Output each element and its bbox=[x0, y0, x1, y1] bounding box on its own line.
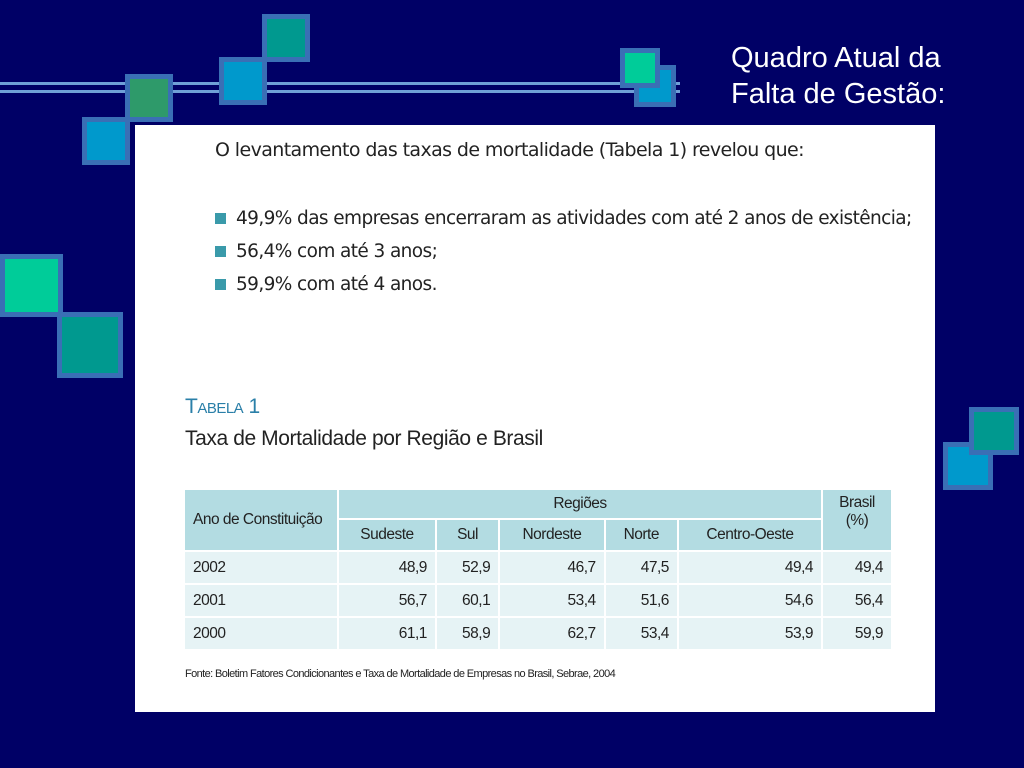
header-region: Sudeste bbox=[337, 518, 437, 552]
table-cell: 53,4 bbox=[603, 616, 679, 651]
slide-title-line2: Falta de Gestão: bbox=[731, 78, 946, 110]
table-cell: 47,5 bbox=[603, 550, 679, 585]
bullet-list: 49,9% das empresas encerraram as ativida… bbox=[215, 202, 912, 301]
decorative-line bbox=[0, 82, 680, 85]
list-item: 56,4% com até 3 anos; bbox=[215, 235, 912, 268]
decorative-square bbox=[219, 57, 267, 105]
table-cell: 56,7 bbox=[337, 583, 437, 618]
table-cell: 54,6 bbox=[676, 583, 824, 618]
cell-brasil: 49,4 bbox=[821, 550, 893, 585]
header-region: Centro-Oeste bbox=[676, 518, 824, 552]
table-cell: 48,9 bbox=[337, 550, 437, 585]
bullet-text: 59,9% com até 4 anos. bbox=[236, 273, 437, 295]
table-subtitle: Taxa de Mortalidade por Região e Brasil bbox=[185, 427, 543, 450]
decorative-line bbox=[0, 90, 680, 93]
square-bullet-icon bbox=[215, 279, 226, 290]
source-note: Fonte: Boletim Fatores Condicionantes e … bbox=[185, 668, 616, 680]
table-row: 2002 48,9 52,9 46,7 47,5 49,4 49,4 bbox=[183, 550, 893, 585]
table-cell: 49,4 bbox=[676, 550, 824, 585]
list-item: 59,9% com até 4 anos. bbox=[215, 268, 912, 301]
table-cell: 58,9 bbox=[434, 616, 501, 651]
table-cell: 61,1 bbox=[337, 616, 437, 651]
decorative-square bbox=[82, 117, 130, 165]
list-item: 49,9% das empresas encerraram as ativida… bbox=[215, 202, 912, 235]
content-panel: O levantamento das taxas de mortalidade … bbox=[135, 125, 935, 712]
header-region: Sul bbox=[434, 518, 501, 552]
square-bullet-icon bbox=[215, 246, 226, 257]
table-cell: 53,9 bbox=[676, 616, 824, 651]
header-region: Nordeste bbox=[498, 518, 606, 552]
intro-text: O levantamento das taxas de mortalidade … bbox=[215, 139, 805, 161]
cell-brasil: 56,4 bbox=[821, 583, 893, 618]
table-cell: 53,4 bbox=[498, 583, 606, 618]
table-cell: 60,1 bbox=[434, 583, 501, 618]
mortality-table: Ano de Constituição Regiões Brasil (%) S… bbox=[183, 488, 893, 651]
table-caption: Tabela 1 bbox=[185, 395, 260, 418]
cell-brasil: 59,9 bbox=[821, 616, 893, 651]
bullet-text: 49,9% das empresas encerraram as ativida… bbox=[236, 207, 912, 229]
decorative-square bbox=[262, 14, 310, 62]
table-cell: 62,7 bbox=[498, 616, 606, 651]
decorative-square bbox=[57, 312, 123, 378]
table-cell: 52,9 bbox=[434, 550, 501, 585]
decorative-square bbox=[0, 254, 63, 317]
table-cell: 46,7 bbox=[498, 550, 606, 585]
table-row: 2001 56,7 60,1 53,4 51,6 54,6 56,4 bbox=[183, 583, 893, 618]
square-bullet-icon bbox=[215, 213, 226, 224]
cell-year: 2001 bbox=[183, 583, 339, 618]
slide-title-line1: Quadro Atual da bbox=[731, 42, 941, 74]
slide-title: Quadro Atual da Falta de Gestão: bbox=[731, 40, 1011, 112]
header-year: Ano de Constituição bbox=[183, 488, 339, 552]
decorative-square bbox=[969, 407, 1019, 455]
table-row: 2000 61,1 58,9 62,7 53,4 53,9 59,9 bbox=[183, 616, 893, 651]
cell-year: 2000 bbox=[183, 616, 339, 651]
table-cell: 51,6 bbox=[603, 583, 679, 618]
decorative-square bbox=[125, 74, 173, 122]
header-region: Norte bbox=[603, 518, 679, 552]
cell-year: 2002 bbox=[183, 550, 339, 585]
decorative-square bbox=[620, 48, 660, 88]
bullet-text: 56,4% com até 3 anos; bbox=[236, 240, 438, 262]
header-regions: Regiões bbox=[337, 488, 823, 520]
header-brasil: Brasil (%) bbox=[821, 488, 893, 552]
